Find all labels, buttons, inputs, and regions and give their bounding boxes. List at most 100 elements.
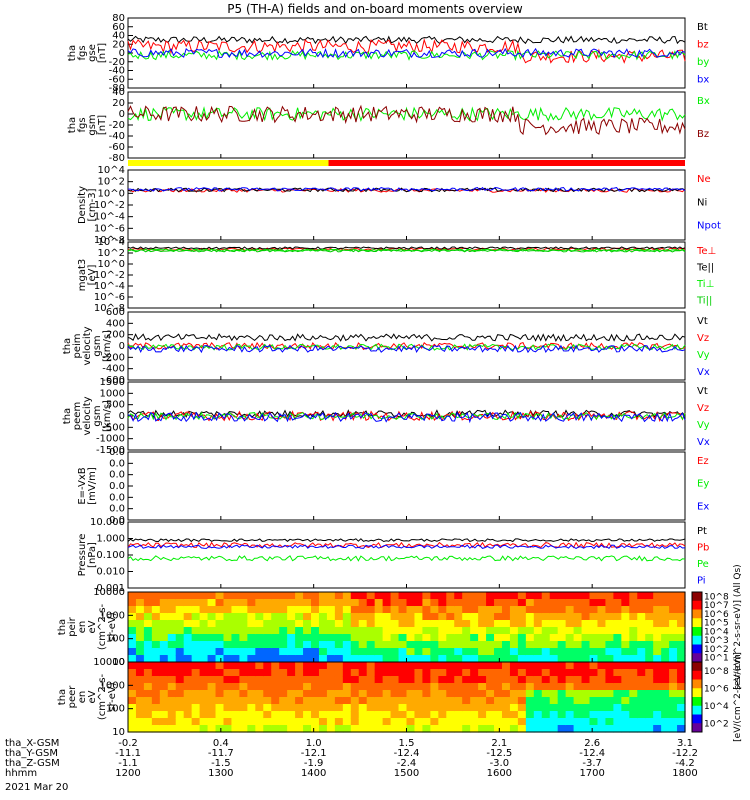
heatmap-cell [414,662,424,670]
heatmap-cell [271,711,280,719]
ytick-label: -80 [109,153,125,164]
heatmap-cell [128,592,137,600]
heatmap-cell [183,592,193,600]
heatmap-cell [271,606,280,614]
heatmap-cell [549,683,559,691]
heatmap-cell [597,655,607,663]
heatmap-cell [669,697,678,705]
heatmap-cell [525,641,535,649]
heatmap-cell [486,641,495,649]
heatmap-cell [207,648,217,656]
heatmap-cell [374,641,384,649]
heatmap-cell [430,704,439,712]
heatmap-cell [645,676,654,684]
heatmap-cell [533,690,543,698]
heatmap-cell [231,627,240,635]
ytick-label: -200 [102,352,125,363]
ytick-label: -40 [109,131,125,142]
heatmap-cell [135,641,145,649]
heatmap-cell [653,620,662,628]
heatmap-cell [589,599,599,607]
ytick-label: 20 [112,98,125,109]
heatmap-cell [382,711,392,719]
heatmap-cell [661,711,670,719]
heatmap-cell [191,599,201,607]
heatmap-cell [446,669,455,677]
heatmap-cell [549,711,559,719]
heatmap-cell [128,627,137,635]
heatmap-cell [358,620,368,628]
heatmap-cell [207,620,217,628]
panel-state [128,160,685,166]
heatmap-cell [478,711,487,719]
heatmap-cell [279,683,288,691]
ylabel-line: [nPa] [87,542,98,568]
heatmap-cell [167,655,177,663]
heatmap-cell [191,662,201,670]
heatmap-cell [334,711,344,719]
heatmap-cell [430,711,439,719]
heatmap-cell [311,704,320,712]
heatmap-cell [159,704,169,712]
ytick-label: 10.000 [90,517,125,528]
legend-Ne: Ne [697,174,711,185]
heatmap-cell [374,627,384,635]
heatmap-cell [382,606,392,614]
heatmap-cell [645,592,654,600]
heatmap-cell [398,662,408,670]
heatmap-cell [128,648,137,656]
heatmap-cell [509,655,519,663]
heatmap-cell [414,725,424,733]
heatmap-cell [509,641,519,649]
heatmap-cell [311,718,320,726]
heatmap-cell [247,690,256,698]
legend-Ni: Ni [697,197,707,208]
heatmap-cell [167,669,177,677]
heatmap-cell [501,669,511,677]
heatmap-cell [374,704,384,712]
heatmap-cell [541,711,551,719]
heatmap-cell [541,718,551,726]
heatmap-cell [271,697,280,705]
heatmap-cell [128,669,137,677]
heatmap-cell [661,592,670,600]
heatmap-cell [589,683,599,691]
heatmap-cell [581,697,591,705]
heatmap-cell [358,599,368,607]
heatmap-cell [422,599,431,607]
heatmap-cell [637,613,646,621]
ylabel-line: tha [57,689,68,705]
legend-bz: bz [697,40,709,51]
legend-Pt: Pt [697,526,707,537]
heatmap-cell [295,669,304,677]
heatmap-cell [279,599,288,607]
heatmap-cell [573,669,583,677]
heatmap-cell [295,690,304,698]
heatmap-cell [358,690,368,698]
heatmap-cell [382,641,392,649]
heatmap-cell [390,648,400,656]
heatmap-cell [326,662,336,670]
heatmap-cell [135,683,145,691]
ylabel-line: [mV/m] [87,467,98,505]
heatmap-cell [382,676,392,684]
heatmap-cell [390,641,400,649]
heatmap-cell [318,655,328,663]
heatmap-cell [454,662,463,670]
heatmap-cell [661,634,670,642]
ephemeris-value: -1.5 [211,758,231,769]
heatmap-cell [167,620,177,628]
heatmap-cell [446,718,455,726]
heatmap-cell [645,648,654,656]
heatmap-cell [677,620,686,628]
heatmap-cell [541,613,551,621]
heatmap-cell [494,690,503,698]
heatmap-cell [215,620,225,628]
heatmap-cell [661,725,670,733]
heatmap-cell [398,697,408,705]
heatmap-cell [414,620,424,628]
legend-by: by [697,57,709,68]
ytick-label: 10^-8 [94,235,125,246]
heatmap-cell [311,697,320,705]
heatmap-cell [470,655,479,663]
